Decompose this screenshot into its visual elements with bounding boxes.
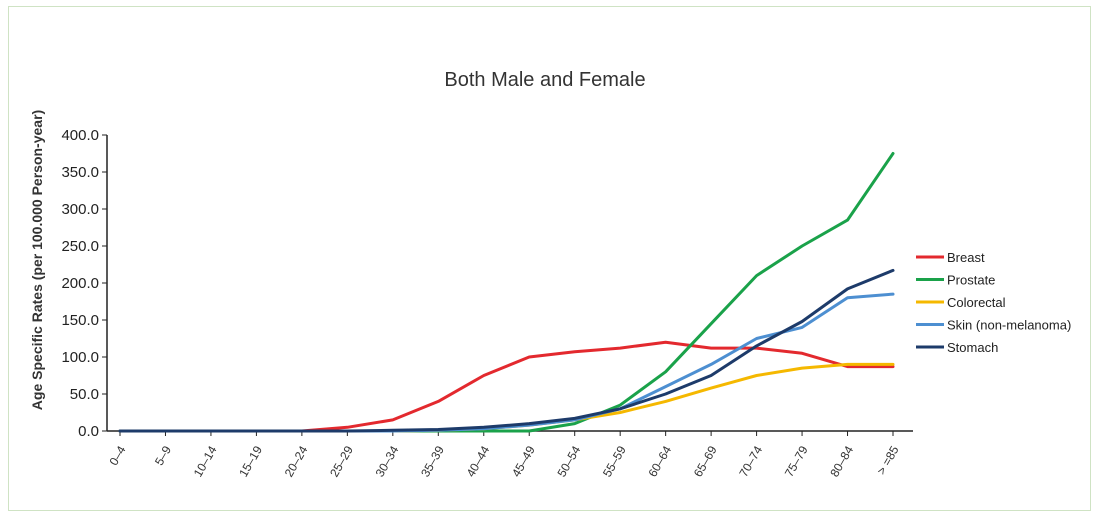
x-tick-label: 15–19 bbox=[236, 443, 265, 479]
x-tick-label: 50–54 bbox=[554, 443, 583, 479]
legend-label-breast: Breast bbox=[947, 250, 985, 265]
y-tick-label: 100.0 bbox=[61, 349, 99, 366]
x-tick-label: 5–9 bbox=[152, 443, 174, 468]
x-tick-label: 60–64 bbox=[645, 443, 674, 479]
series-line-prostate bbox=[118, 152, 895, 433]
y-tick-label: 150.0 bbox=[61, 312, 99, 329]
x-tick-label: > =85 bbox=[874, 443, 902, 477]
x-tick-label: 75–79 bbox=[782, 443, 811, 479]
legend-label-stomach: Stomach bbox=[947, 340, 998, 355]
y-axis-label: Age Specific Rates (per 100.000 Person-y… bbox=[29, 110, 45, 410]
x-tick-label: 65–69 bbox=[691, 443, 720, 479]
series-line-skin-non-melanoma bbox=[118, 292, 895, 433]
y-tick-label: 0.0 bbox=[78, 423, 99, 440]
x-tick-label: 0–4 bbox=[106, 443, 128, 468]
x-tick-label: 30–34 bbox=[373, 443, 402, 479]
series-line-stomach bbox=[118, 268, 895, 433]
x-tick-label: 35–39 bbox=[418, 443, 447, 479]
legend-label-prostate: Prostate bbox=[947, 273, 995, 288]
y-tick-label: 200.0 bbox=[61, 275, 99, 292]
y-tick-label: 400.0 bbox=[61, 127, 99, 144]
y-tick-label: 350.0 bbox=[61, 164, 99, 181]
y-tick-label: 250.0 bbox=[61, 238, 99, 255]
legend-label-colorectal: Colorectal bbox=[947, 295, 1006, 310]
chart-title: Both Male and Female bbox=[444, 69, 645, 91]
x-tick-label: 45–49 bbox=[509, 443, 538, 479]
x-tick-label: 70–74 bbox=[736, 443, 765, 479]
x-tick-label: 80–84 bbox=[827, 443, 856, 479]
x-tick-label: 25–29 bbox=[327, 443, 356, 479]
legend-label-skin-non-melanoma: Skin (non-melanoma) bbox=[947, 318, 1071, 333]
x-tick-label: 20–24 bbox=[282, 443, 311, 479]
y-tick-label: 50.0 bbox=[70, 386, 99, 403]
series-line-breast bbox=[118, 340, 895, 433]
series-line-colorectal bbox=[118, 362, 895, 433]
x-tick-label: 10–14 bbox=[191, 443, 220, 479]
legend: Breast Prostate Colorectal Skin (non-melano… bbox=[916, 250, 1071, 355]
x-tick-label: 55–59 bbox=[600, 443, 629, 479]
x-tick-label: 40–44 bbox=[464, 443, 493, 479]
y-tick-label: 300.0 bbox=[61, 201, 99, 218]
series-lines bbox=[118, 152, 895, 433]
